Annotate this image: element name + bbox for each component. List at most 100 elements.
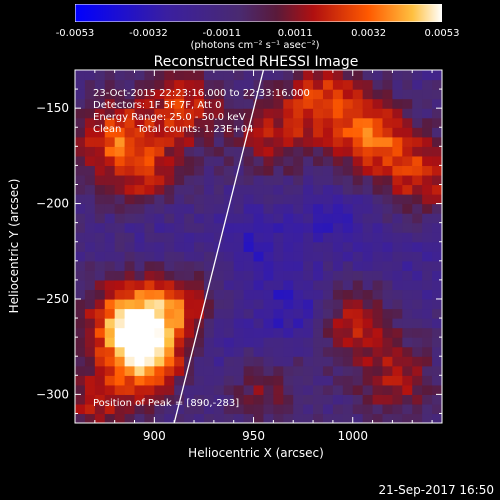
heatmap-cell bbox=[253, 384, 265, 395]
heatmap-cell bbox=[342, 203, 354, 214]
heatmap-cell bbox=[213, 365, 225, 376]
heatmap-cell bbox=[243, 241, 255, 252]
heatmap-cell bbox=[412, 308, 423, 319]
heatmap-cell bbox=[293, 337, 304, 348]
heatmap-cell bbox=[412, 155, 423, 167]
heatmap-cell bbox=[194, 241, 205, 252]
heatmap-cell bbox=[372, 413, 384, 423]
heatmap-cell bbox=[263, 136, 274, 147]
heatmap-cell bbox=[253, 155, 265, 167]
heatmap-cell bbox=[253, 117, 265, 128]
heatmap-cell bbox=[174, 270, 185, 281]
heatmap-cell bbox=[124, 79, 136, 90]
heatmap-cell bbox=[154, 413, 165, 423]
heatmap-cell bbox=[422, 279, 433, 291]
heatmap-cell bbox=[144, 337, 155, 348]
heatmap-cell bbox=[154, 108, 165, 119]
heatmap-cell bbox=[293, 117, 304, 128]
heatmap-cell bbox=[223, 98, 235, 109]
heatmap-cell bbox=[104, 194, 116, 205]
heatmap-cell bbox=[94, 260, 106, 271]
heatmap-cell bbox=[303, 241, 314, 252]
heatmap-cell bbox=[174, 289, 185, 300]
heatmap-cell bbox=[402, 270, 413, 281]
heatmap-cell bbox=[253, 89, 265, 100]
heatmap-cell bbox=[94, 194, 106, 205]
heatmap-cell bbox=[124, 136, 136, 147]
heatmap-cell bbox=[392, 174, 403, 186]
heatmap-cell bbox=[75, 365, 86, 376]
heatmap-cell bbox=[154, 155, 165, 167]
heatmap-cell bbox=[412, 136, 423, 147]
heatmap-cell bbox=[422, 365, 433, 376]
heatmap-cell bbox=[283, 213, 294, 224]
heatmap-cell bbox=[412, 89, 423, 100]
heatmap-cell bbox=[233, 327, 245, 338]
heatmap-cell bbox=[184, 79, 195, 90]
heatmap-cell bbox=[184, 394, 195, 405]
heatmap-cell bbox=[293, 165, 304, 176]
heatmap-cell bbox=[382, 232, 394, 243]
heatmap-cell bbox=[432, 174, 442, 186]
heatmap-cell bbox=[332, 117, 344, 128]
heatmap-cell bbox=[263, 403, 274, 415]
heatmap-cell bbox=[253, 146, 265, 157]
heatmap-cell bbox=[372, 70, 384, 81]
heatmap-cell bbox=[332, 213, 344, 224]
heatmap-cell bbox=[313, 79, 324, 90]
heatmap-cell bbox=[174, 117, 185, 128]
heatmap-cell bbox=[332, 337, 344, 348]
heatmap-cell bbox=[84, 213, 96, 224]
heatmap-cell bbox=[332, 127, 344, 138]
heatmap-cell bbox=[194, 174, 205, 186]
heatmap-cell bbox=[84, 89, 96, 100]
heatmap-cell bbox=[114, 213, 126, 224]
heatmap-cell bbox=[223, 174, 235, 186]
heatmap-cell bbox=[303, 79, 314, 90]
heatmap-cell bbox=[174, 308, 185, 319]
heatmap-cell bbox=[283, 308, 294, 319]
heatmap-cell bbox=[194, 279, 205, 291]
y-tick-label: −200 bbox=[36, 197, 69, 211]
heatmap-cell bbox=[184, 279, 195, 291]
heatmap-cell bbox=[273, 308, 284, 319]
heatmap-cell bbox=[233, 98, 245, 109]
heatmap-cell bbox=[134, 146, 146, 157]
heatmap-cell bbox=[402, 403, 413, 415]
heatmap-cell bbox=[203, 146, 215, 157]
heatmap-cell bbox=[213, 270, 225, 281]
heatmap-cell bbox=[352, 375, 364, 386]
heatmap-cell bbox=[164, 203, 175, 214]
heatmap-cell bbox=[94, 79, 106, 90]
heatmap-cell bbox=[223, 384, 235, 395]
heatmap-cell bbox=[412, 194, 423, 205]
heatmap-cell bbox=[303, 279, 314, 291]
heatmap-cell bbox=[362, 232, 374, 243]
heatmap-cell bbox=[114, 251, 126, 262]
heatmap-cell bbox=[84, 146, 96, 157]
heatmap-cell bbox=[94, 232, 106, 243]
heatmap-cell bbox=[382, 403, 394, 415]
heatmap-cell bbox=[134, 98, 146, 109]
heatmap-cell bbox=[104, 318, 116, 329]
heatmap-cell bbox=[273, 232, 284, 243]
heatmap-cell bbox=[144, 232, 155, 243]
heatmap-cell bbox=[194, 365, 205, 376]
heatmap-cell bbox=[422, 308, 433, 319]
heatmap-cell bbox=[322, 403, 334, 415]
heatmap-cell bbox=[422, 108, 433, 119]
heatmap-cell bbox=[253, 127, 265, 138]
heatmap-cell bbox=[243, 394, 255, 405]
heatmap-cell bbox=[342, 413, 354, 423]
heatmap-cell bbox=[392, 375, 403, 386]
heatmap-cell bbox=[124, 375, 136, 386]
heatmap-cell bbox=[432, 346, 442, 357]
heatmap-cell bbox=[362, 337, 374, 348]
heatmap-cell bbox=[75, 337, 86, 348]
heatmap-cell bbox=[213, 260, 225, 271]
heatmap-cell bbox=[243, 70, 255, 81]
heatmap-cell bbox=[233, 213, 245, 224]
heatmap-cell bbox=[104, 184, 116, 195]
heatmap-cell bbox=[84, 222, 96, 233]
heatmap-cell bbox=[432, 222, 442, 233]
